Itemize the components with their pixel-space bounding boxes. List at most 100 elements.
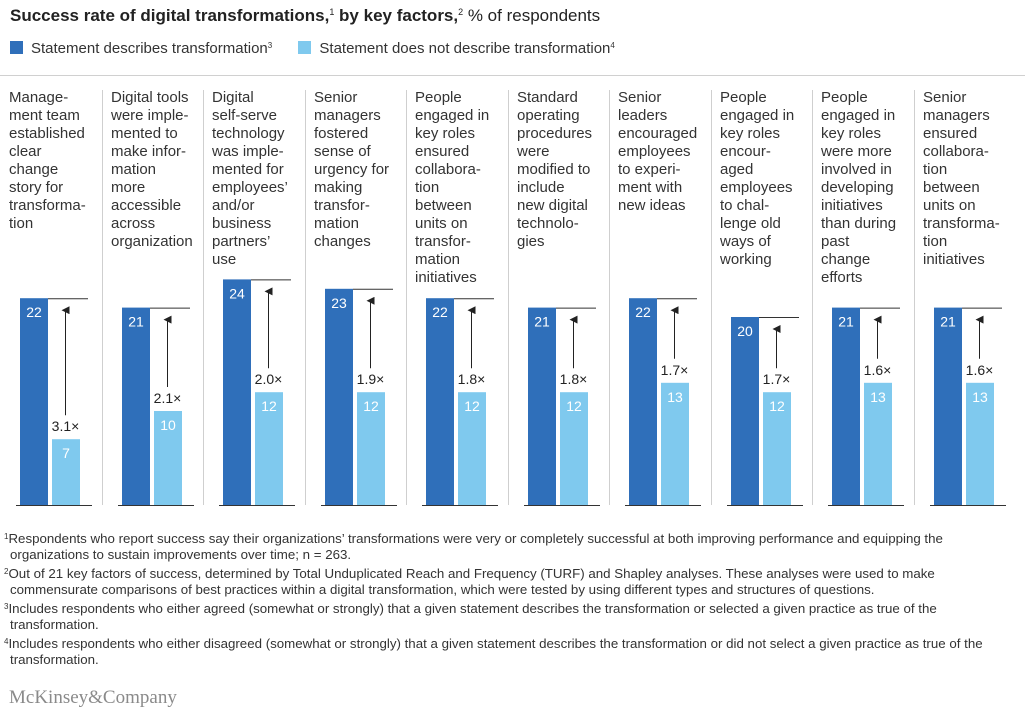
- value-label-not-describes: 12: [363, 398, 379, 414]
- category-label: People engaged in key roles encour-aged empl…: [719, 89, 794, 268]
- category-label: People engaged in key roles were more involv…: [820, 89, 896, 286]
- bar-not-describes: [52, 439, 80, 505]
- category-label-line: lenge old: [720, 215, 781, 232]
- category-label-line: self-serve: [212, 107, 277, 124]
- multiplier-label: 1.7×: [763, 371, 791, 387]
- bar-describes: [528, 307, 556, 505]
- footnote-1: 1Respondents who report success say thei…: [4, 529, 1014, 563]
- footnote-4: 4Includes respondents who either disagre…: [4, 634, 1014, 668]
- bar-describes: [934, 307, 962, 505]
- footnote-1-text: Respondents who report success say their…: [8, 531, 943, 562]
- bar-chart: Manage-ment team established clear change st…: [0, 75, 1025, 506]
- value-label-describes: 23: [331, 295, 347, 311]
- category-label-line: across: [111, 215, 155, 232]
- multiplier-label: 3.1×: [52, 418, 80, 434]
- category-label: People engaged in key roles ensured collabor…: [415, 89, 489, 286]
- multiplier-label: 1.9×: [357, 371, 385, 387]
- bar-not-describes: [357, 392, 385, 505]
- category-label-line: People: [415, 89, 462, 106]
- value-label-not-describes: 13: [667, 389, 683, 405]
- multiplier-label: 1.6×: [966, 362, 994, 378]
- category-label-line: mented for: [212, 161, 284, 178]
- category-label-line: developing: [821, 179, 894, 196]
- bar-describes: [122, 307, 150, 505]
- legend-item-not-describes: Statement does not describe transformati…: [298, 40, 615, 57]
- value-label-describes: 22: [432, 304, 448, 320]
- footnote-3-marker: 3: [4, 602, 9, 611]
- footnote-4-marker: 4: [4, 637, 9, 646]
- legend-swatch-dark: [10, 41, 23, 54]
- category-label-line: technolo-: [517, 215, 579, 232]
- category-label-line: encour-: [720, 143, 771, 160]
- bar-not-describes: [255, 392, 283, 505]
- legend-label-not-describes: Statement does not describe transformati…: [319, 40, 611, 57]
- category-label-line: aged: [720, 161, 753, 178]
- legend-item-describes: Statement describes transformation3: [10, 40, 272, 57]
- category-label-line: encouraged: [618, 125, 697, 142]
- category-label-line: tion: [415, 179, 439, 196]
- category-label-line: organization: [111, 233, 193, 250]
- category-label-line: engaged in: [821, 107, 895, 124]
- category-label-line: ment team: [9, 107, 80, 124]
- category-label-line: mation: [415, 251, 460, 268]
- multiplier-label: 2.0×: [255, 371, 283, 387]
- category-label-line: involved in: [821, 161, 892, 178]
- category-label-line: Digital: [212, 89, 254, 106]
- category-label-line: were more: [820, 143, 892, 160]
- value-label-not-describes: 12: [261, 398, 277, 414]
- value-label-describes: 22: [635, 304, 651, 320]
- category-label-line: between: [415, 197, 472, 214]
- category-label-line: initiatives: [821, 197, 883, 214]
- category-label-line: tion: [9, 215, 33, 232]
- footnote-3: 3Includes respondents who either agreed …: [4, 599, 1014, 633]
- category-label-line: tion: [923, 233, 947, 250]
- category-label-line: initiatives: [923, 251, 985, 268]
- category-label-line: transforma-: [923, 215, 1000, 232]
- category-label-line: Senior: [314, 89, 357, 106]
- multiplier-label: 2.1×: [154, 390, 182, 406]
- category-label-line: ways of: [719, 233, 772, 250]
- category-label-line: than during: [821, 215, 896, 232]
- category-label-line: Manage-: [9, 89, 68, 106]
- legend: Statement describes transformation3 Stat…: [10, 40, 637, 57]
- category-label-line: ment with: [618, 179, 682, 196]
- category-label-line: to chal-: [720, 197, 769, 214]
- value-label-describes: 21: [838, 314, 854, 330]
- category-label-line: procedures: [517, 125, 592, 142]
- footnote-2-text: Out of 21 key factors of success, determ…: [8, 566, 935, 597]
- footnote-2: 2Out of 21 key factors of success, deter…: [4, 564, 1014, 598]
- category-label-line: managers: [314, 107, 381, 124]
- legend-footnote-ref-4: 4: [610, 41, 615, 50]
- category-label-line: Digital tools: [111, 89, 189, 106]
- category-label-line: making: [314, 179, 362, 196]
- multiplier-label: 1.7×: [661, 362, 689, 378]
- category-label: Senior managers ensured collabora-tion betwe…: [923, 89, 1000, 268]
- footnote-1-marker: 1: [4, 532, 9, 541]
- footnote-2-marker: 2: [4, 567, 9, 576]
- title-middle: by key factors,: [334, 6, 459, 25]
- category-label-line: modified to: [517, 161, 590, 178]
- category-label: Standard operating procedures were modified …: [516, 89, 592, 250]
- category-label-line: People: [821, 89, 868, 106]
- category-label-line: key roles: [415, 125, 475, 142]
- title-main: Success rate of digital transformations,: [10, 6, 330, 25]
- category-label-line: change: [9, 161, 58, 178]
- category-label-line: mation: [314, 215, 359, 232]
- footnote-3-text: Includes respondents who either agreed (…: [8, 601, 937, 632]
- title-footnote-ref-1: 1: [329, 7, 335, 17]
- category-label-line: ensured: [415, 143, 469, 160]
- value-label-not-describes: 13: [870, 389, 886, 405]
- bar-describes: [426, 298, 454, 505]
- category-label-line: include: [517, 179, 565, 196]
- category-label: Senior leaders encouraged employees to exper…: [618, 89, 697, 214]
- category-label-line: more: [111, 179, 145, 196]
- category-label-line: gies: [517, 233, 545, 250]
- category-label-line: changes: [314, 233, 371, 250]
- category-label-line: fostered: [314, 125, 368, 142]
- category-label-line: People: [720, 89, 767, 106]
- bar-describes: [20, 298, 48, 505]
- bar-not-describes: [966, 382, 994, 505]
- category-label-line: employees: [618, 143, 691, 160]
- category-label-line: tion: [923, 161, 947, 178]
- category-label-line: mented to: [111, 125, 178, 142]
